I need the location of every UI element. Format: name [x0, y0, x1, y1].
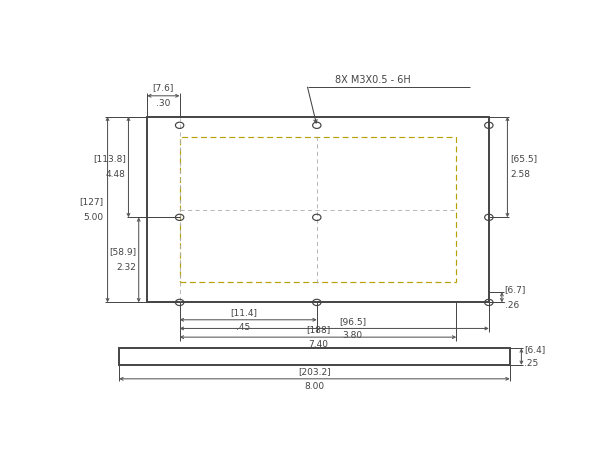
Text: [6.4]: [6.4] [524, 345, 545, 354]
Text: .45: .45 [236, 322, 251, 331]
Text: .26: .26 [505, 301, 519, 310]
Text: 8X M3X0.5 - 6H: 8X M3X0.5 - 6H [335, 75, 410, 85]
Text: .25: .25 [524, 359, 538, 368]
Text: [113.8]: [113.8] [93, 155, 125, 164]
Text: 3.80: 3.80 [343, 331, 363, 340]
Text: 4.48: 4.48 [106, 170, 125, 179]
Text: [203.2]: [203.2] [298, 367, 331, 376]
Text: [7.6]: [7.6] [152, 83, 174, 92]
Text: 2.58: 2.58 [510, 170, 530, 179]
Bar [147, 117, 489, 303]
Text: .30: .30 [156, 99, 170, 108]
Text: 7.40: 7.40 [308, 340, 328, 349]
Text: 5.00: 5.00 [84, 213, 104, 222]
Text: 2.32: 2.32 [116, 263, 136, 272]
Text: [188]: [188] [306, 325, 330, 334]
Bar [119, 348, 510, 365]
Text: 8.00: 8.00 [304, 382, 325, 391]
Text: [11.4]: [11.4] [230, 308, 257, 317]
Text: [6.7]: [6.7] [505, 285, 526, 294]
Text: [58.9]: [58.9] [109, 248, 136, 257]
Text: [96.5]: [96.5] [339, 317, 367, 326]
Text: [65.5]: [65.5] [510, 155, 538, 164]
Bar [179, 138, 457, 281]
Text: [127]: [127] [80, 197, 104, 206]
